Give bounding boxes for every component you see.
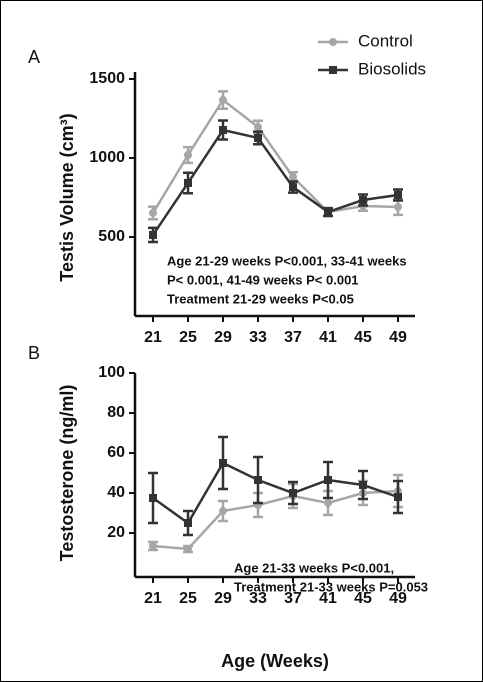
y-tick-label: 1500 xyxy=(89,70,125,87)
x-tick-label: 25 xyxy=(179,329,197,346)
series-line xyxy=(152,489,399,551)
legend-label: Biosolids xyxy=(358,59,426,78)
point xyxy=(324,476,332,484)
point xyxy=(324,499,332,507)
x-tick-label: 37 xyxy=(284,590,302,607)
point xyxy=(394,493,402,501)
point xyxy=(359,481,367,489)
point xyxy=(254,133,262,142)
y-tick-label: 80 xyxy=(107,404,125,421)
point xyxy=(289,172,297,181)
panel-label: B xyxy=(28,343,40,363)
point xyxy=(289,489,297,497)
series-line xyxy=(152,461,399,525)
x-tick-label: 41 xyxy=(319,329,337,346)
y-axis-label: Testis Volume (cm³) xyxy=(57,113,77,281)
legend-marker xyxy=(329,66,337,74)
annotation: Age 21-29 weeks P<0.001, 33-41 weeks xyxy=(167,253,407,268)
annotation: P< 0.001, 41-49 weeks P< 0.001 xyxy=(167,272,359,287)
point xyxy=(184,150,192,159)
x-tick-label: 49 xyxy=(389,590,407,607)
point xyxy=(359,196,367,205)
point xyxy=(394,190,402,199)
y-tick-label: 60 xyxy=(107,444,125,461)
annotation: Age 21-33 weeks P<0.001, xyxy=(234,560,394,575)
y-tick-label: 100 xyxy=(98,364,125,381)
x-tick-label: 41 xyxy=(319,590,337,607)
x-tick-label: 33 xyxy=(249,329,267,346)
point xyxy=(149,542,157,550)
point xyxy=(219,507,227,515)
x-tick-label: 45 xyxy=(354,590,372,607)
series-line xyxy=(151,128,399,236)
x-axis-label: Age (Weeks) xyxy=(221,651,329,671)
point xyxy=(149,208,157,217)
point xyxy=(149,494,157,502)
annotation: Treatment 21-29 weeks P<0.05 xyxy=(167,291,354,306)
point xyxy=(184,178,192,187)
point xyxy=(289,183,297,192)
y-tick-label: 1000 xyxy=(89,149,125,166)
panel-label: A xyxy=(28,47,40,67)
x-tick-label: 21 xyxy=(144,590,162,607)
point xyxy=(324,208,332,217)
y-axis-label: Testosterone (ng/ml) xyxy=(57,385,77,562)
y-tick-label: 500 xyxy=(98,228,125,245)
x-tick-label: 49 xyxy=(389,329,407,346)
x-tick-label: 21 xyxy=(144,329,162,346)
point xyxy=(184,519,192,527)
point xyxy=(149,230,157,239)
x-tick-label: 37 xyxy=(284,329,302,346)
annotation: Treatment 21-33 weeks P=0.053 xyxy=(234,579,428,594)
x-tick-label: 45 xyxy=(354,329,372,346)
point xyxy=(219,459,227,467)
point xyxy=(254,123,262,132)
legend-marker xyxy=(329,38,337,46)
y-tick-label: 40 xyxy=(107,484,125,501)
point xyxy=(219,96,227,105)
point xyxy=(254,476,262,484)
point xyxy=(184,545,192,553)
x-tick-label: 25 xyxy=(179,590,197,607)
point xyxy=(394,202,402,211)
legend-label: Control xyxy=(358,31,413,50)
point xyxy=(219,126,227,135)
series-line xyxy=(151,98,399,214)
x-tick-label: 29 xyxy=(214,590,232,607)
x-tick-label: 33 xyxy=(249,590,267,607)
x-tick-label: 29 xyxy=(214,329,232,346)
y-tick-label: 20 xyxy=(107,524,125,541)
